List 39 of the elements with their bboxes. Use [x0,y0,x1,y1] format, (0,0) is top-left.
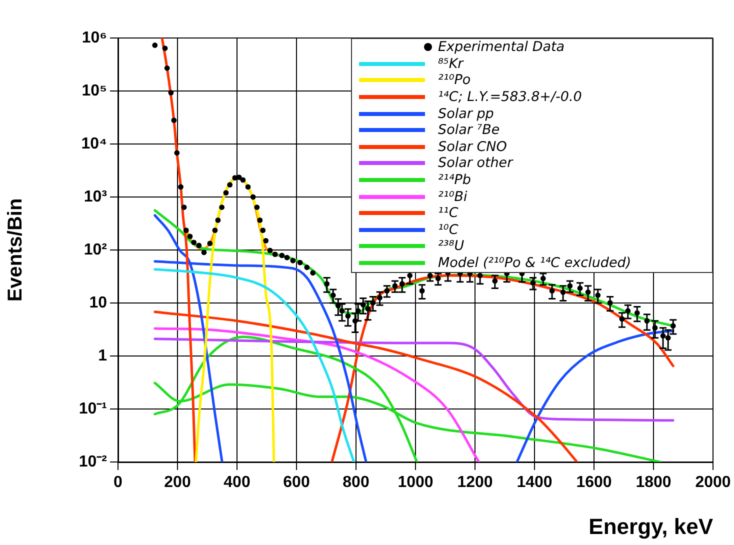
x-tick-label: 1600 [576,474,612,492]
legend-label: Solar other [438,155,513,172]
legend-label: ²¹⁰Bi [438,188,468,205]
x-tick-label: 0 [114,474,123,492]
legend-label: Model (²¹⁰Po & ¹⁴C excluded) [438,255,632,272]
x-tick-label: 600 [283,474,310,492]
y-tick-label: 1 [98,347,108,364]
y-tick-label: 10³ [84,188,107,206]
legend-label: ²³⁸U [438,238,464,254]
y-axis-title: Events/Bin [4,198,27,302]
y-tick-label: 10⁻¹ [78,400,107,418]
y-tick-label: 10 [89,294,108,312]
x-tick-label: 800 [342,474,370,492]
x-tick-label: 1000 [398,474,434,492]
y-tick-label: 10⁵ [82,82,107,100]
x-tick-label: 1400 [516,474,552,492]
legend-label: ¹¹C [438,205,458,222]
x-tick-label: 400 [224,474,250,492]
legend-label: ¹⁰C [438,222,458,238]
legend-label: ⁸⁵Kr [438,56,464,72]
legend-label: ¹⁴C; L.Y.=583.8+/-0.0 [438,89,582,106]
x-tick-label: 200 [164,474,191,492]
legend-label: Experimental Data [438,39,565,56]
legend-label: Solar ⁷Be [438,122,500,138]
x-tick-label: 1200 [457,474,493,492]
line-series [154,338,674,422]
x-axis-title: Energy, keV [588,514,714,539]
y-tick-label: 10⁻² [78,453,107,470]
line-series [516,329,674,462]
x-tick-label: 2000 [695,474,731,492]
x-tick-label: 1800 [636,474,672,492]
legend-label: ²¹⁰Po [438,72,471,88]
y-tick-label: 10² [84,241,107,258]
legend-label: Solar CNO [438,138,507,155]
legend-label: Solar pp [438,106,494,122]
y-tick-label: 10⁶ [82,29,107,46]
legend-label: ²¹⁴Pb [438,172,471,188]
line-series [154,327,480,462]
y-tick-label: 10⁴ [81,135,108,152]
